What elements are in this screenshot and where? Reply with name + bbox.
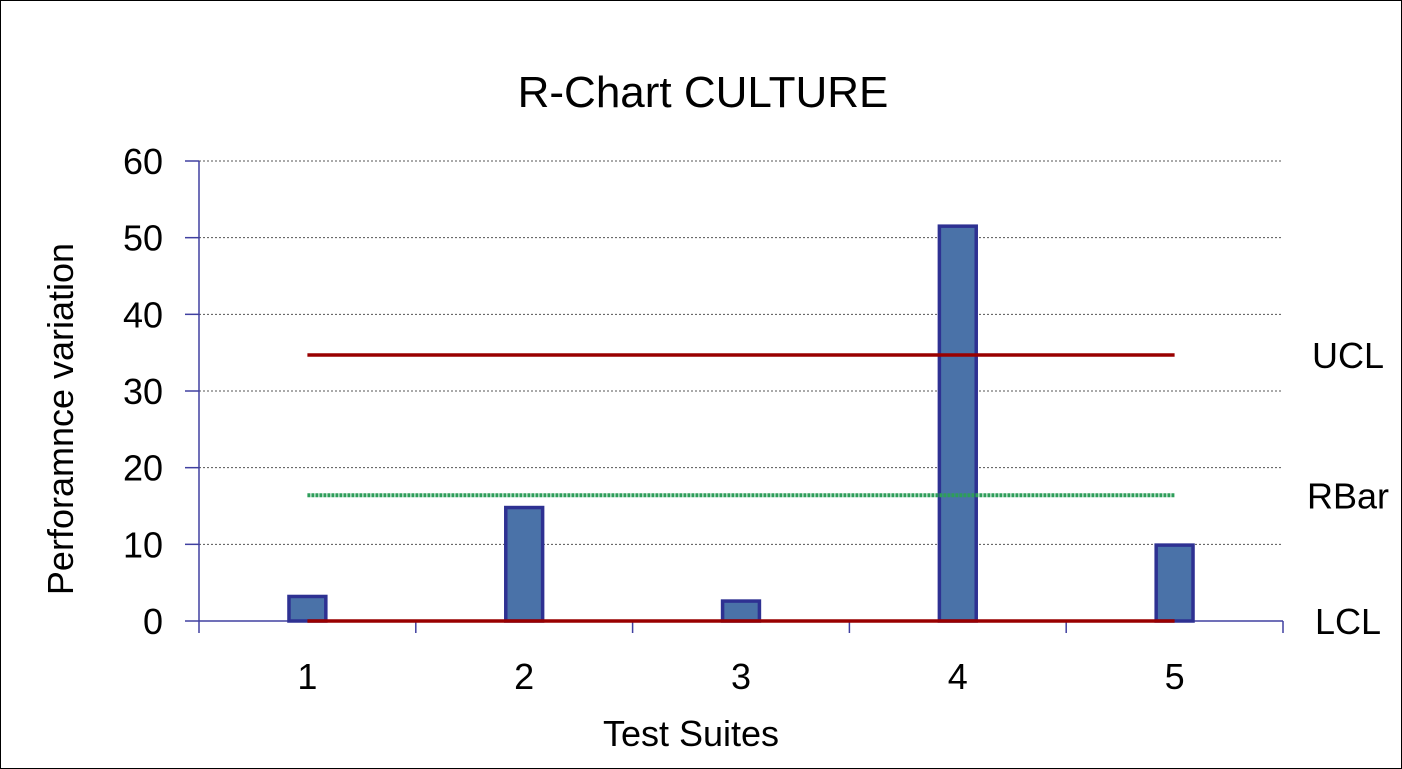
chart-title: R-Chart CULTURE [518, 68, 889, 117]
ucl-label: UCL [1312, 335, 1384, 376]
x-axis-label: Test Suites [603, 713, 779, 754]
y-tick-label: 30 [123, 371, 163, 412]
bars [287, 224, 1195, 623]
bar-1 [287, 594, 328, 623]
x-tick-label: 5 [1165, 656, 1185, 697]
gridlines [199, 160, 1283, 545]
bar-2 [504, 505, 545, 623]
bar-4 [937, 224, 978, 623]
y-tick-label: 10 [123, 524, 163, 565]
x-axis-ticks: 1 2 3 4 5 [198, 621, 1284, 697]
bar-5 [1154, 543, 1195, 623]
y-axis-label: Perforamnce variation [40, 243, 81, 595]
y-tick-label: 0 [143, 601, 163, 642]
bar-3 [720, 599, 762, 623]
x-tick-label: 4 [948, 656, 968, 697]
y-tick-label: 20 [123, 448, 163, 489]
y-axis-ticks: 0 10 20 30 40 50 60 [123, 141, 199, 642]
x-tick-label: 1 [297, 656, 317, 697]
y-tick-label: 40 [123, 294, 163, 335]
y-tick-label: 60 [123, 141, 163, 182]
control-lines: UCL RBar LCL [307, 335, 1389, 642]
rbar-label: RBar [1307, 475, 1389, 516]
lcl-label: LCL [1315, 601, 1381, 642]
x-tick-label: 3 [731, 656, 751, 697]
x-tick-label: 2 [514, 656, 534, 697]
y-tick-label: 50 [123, 218, 163, 259]
